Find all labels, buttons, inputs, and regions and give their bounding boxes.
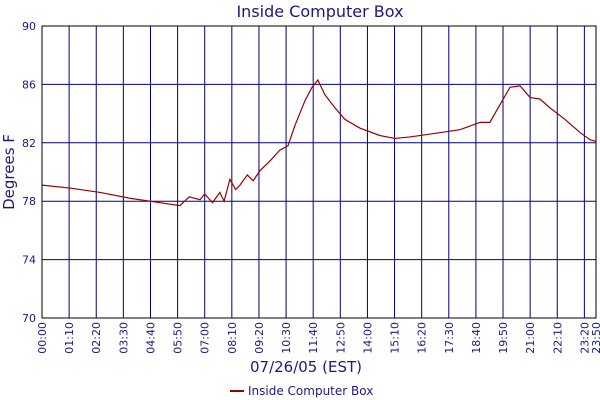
x-tick-label: 01:10 [63,322,76,354]
x-tick-label: 02:20 [90,322,103,354]
x-tick-label: 23:50 [590,322,600,354]
x-tick-label: 08:10 [226,322,239,354]
x-tick-label: 07:00 [199,322,212,354]
x-tick-label: 11:40 [307,322,320,354]
data-line [41,78,597,207]
x-tick-label: 16:20 [416,322,429,354]
x-tick-label: 04:40 [144,322,157,354]
x-tick-label: 21:00 [524,322,537,354]
y-tick-label: 70 [22,312,36,325]
x-tick-label: 18:40 [470,322,483,354]
chart-title: Inside Computer Box [236,2,403,21]
x-tick-label: 00:00 [36,322,49,354]
x-tick-label: 05:50 [172,322,185,354]
y-tick-label: 82 [22,137,36,150]
x-axis-label: 07/26/05 (EST) [250,358,362,376]
plot-area [41,25,597,319]
x-tick-label: 09:20 [253,322,266,354]
x-tick-label: 17:30 [443,322,456,354]
x-tick-label: 14:00 [361,322,374,354]
x-tick-label: 22:10 [551,322,564,354]
y-tick-label: 86 [22,78,36,91]
legend-label: Inside Computer Box [248,384,373,398]
x-tick-label: 12:50 [334,322,347,354]
x-tick-label: 15:10 [389,322,402,354]
y-axis-label: Degrees F [0,134,18,210]
plot-border [41,25,597,319]
x-tick-label: 03:30 [117,322,130,354]
y-tick-label: 74 [22,254,36,267]
x-tick-label: 23:20 [578,322,591,354]
x-tick-label: 10:30 [280,322,293,354]
y-tick-label: 90 [22,20,36,33]
x-tick-label: 19:50 [497,322,510,354]
y-tick-label: 78 [22,195,36,208]
